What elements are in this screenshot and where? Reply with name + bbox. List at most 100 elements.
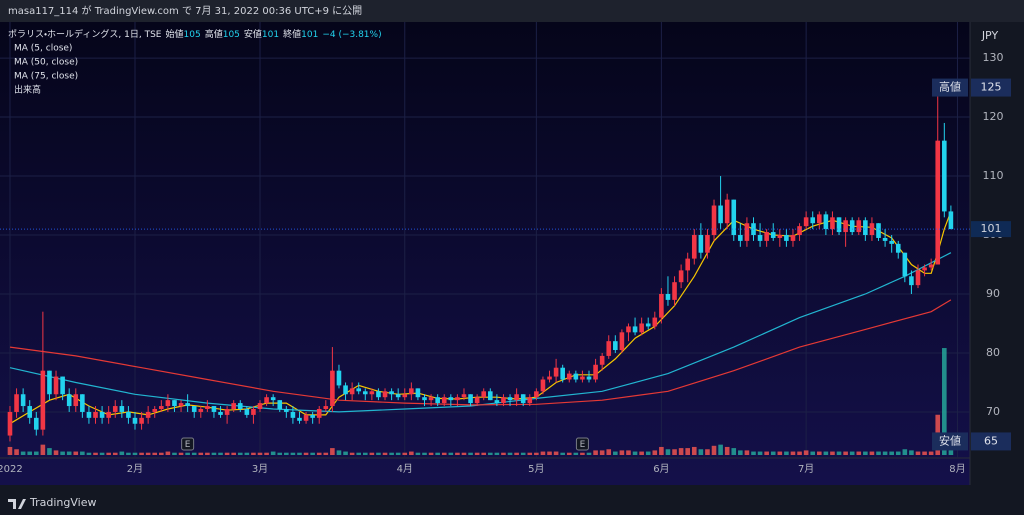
volume-bar [461,452,467,455]
candle-body [757,235,763,241]
candle-body [251,408,256,415]
volume-bar [73,451,79,455]
candle-body [849,220,855,233]
volume-bar [310,452,315,455]
volume-bar [93,452,98,455]
candle-body [461,394,467,398]
candle-body [395,394,401,398]
candle-body [468,394,473,404]
volume-bar [211,452,217,455]
candle-body [86,411,92,418]
volume-bar [336,450,342,455]
candle-body [455,397,460,401]
candle-body [659,293,664,318]
volume-bar [376,452,381,455]
candle-body [376,391,381,398]
candle-body [14,394,19,412]
volume-bar [613,451,618,455]
candle-body [678,270,684,283]
volume-bar [7,446,13,455]
volume-bar [942,348,947,455]
volume-bar [290,452,296,455]
candle-body [626,326,631,333]
volume-bar [323,452,329,455]
candle-body [922,267,927,271]
legend-label: 終値 [283,28,301,40]
volume-bar [843,451,848,455]
candle-body [507,397,513,401]
candle-body [303,414,309,421]
volume-bar [797,451,802,455]
volume-bar [527,452,533,455]
legend-label: 始値 [166,28,184,40]
volume-bar [198,452,204,455]
volume-bar [428,452,434,455]
volume-bar [757,451,763,455]
candle-body [744,223,750,241]
volume-bar [560,452,565,455]
candle-body [448,397,454,401]
volume-bar [297,452,302,455]
candle-body [816,214,822,224]
candle-body [382,391,388,398]
candle-body [909,276,914,286]
legend-label: 安値 [244,28,262,40]
x-tick-label: 5月 [528,463,544,475]
candle-body [47,370,52,395]
grid [0,22,970,458]
marker-box [932,432,968,451]
candle-body [856,220,862,233]
candle-body [876,223,881,238]
candle-body [218,411,223,415]
candle-body [882,237,888,241]
candle-body [277,400,283,409]
volume-bar [369,452,375,455]
y-tick-label: 70 [986,405,1000,418]
candle-body [784,235,789,241]
candle-body [790,235,796,241]
volume-bar [441,452,447,455]
candle-body [244,408,250,415]
volume-bar [534,452,539,455]
candle-body [948,211,954,230]
candle-body [389,391,394,395]
candle-body [33,417,39,430]
volume-bar [356,452,362,455]
candle-body [316,408,322,418]
volume-bar [53,450,59,455]
candle-body [402,394,408,398]
volume-bar [224,452,230,455]
y-tick-label: 120 [983,110,1004,123]
candle-body [119,406,125,412]
candle-body [843,220,848,233]
x-tick-label: 2022 [0,464,23,475]
volume-bar [389,452,394,455]
volume-bar [60,451,65,455]
candle-body [428,397,434,401]
candle-body [672,282,677,300]
candle-body [494,400,500,404]
last-price-box [971,221,1011,238]
candle-body [889,240,894,244]
candle-body [488,391,493,401]
volume-bar [672,449,677,455]
volume-bar [836,451,842,455]
volume-bar [849,451,855,455]
volume-bar [435,452,440,455]
candle-body [441,397,447,404]
volume-bar [507,452,513,455]
volume-bar [20,451,26,455]
candle-body [810,217,816,224]
volume-bar [422,452,427,455]
volume-bar [14,449,19,455]
volume-bar [803,450,809,455]
volume-bar [27,451,33,455]
volume-bar [474,452,480,455]
header-text: masa117_114 が TradingView.com で 7月 31, 2… [8,4,362,17]
candle-body [639,323,644,333]
candle-body [606,341,612,356]
volume-bar [645,451,651,455]
candle-body [264,397,269,404]
volume-bar [784,451,789,455]
volume-bar [691,446,697,455]
